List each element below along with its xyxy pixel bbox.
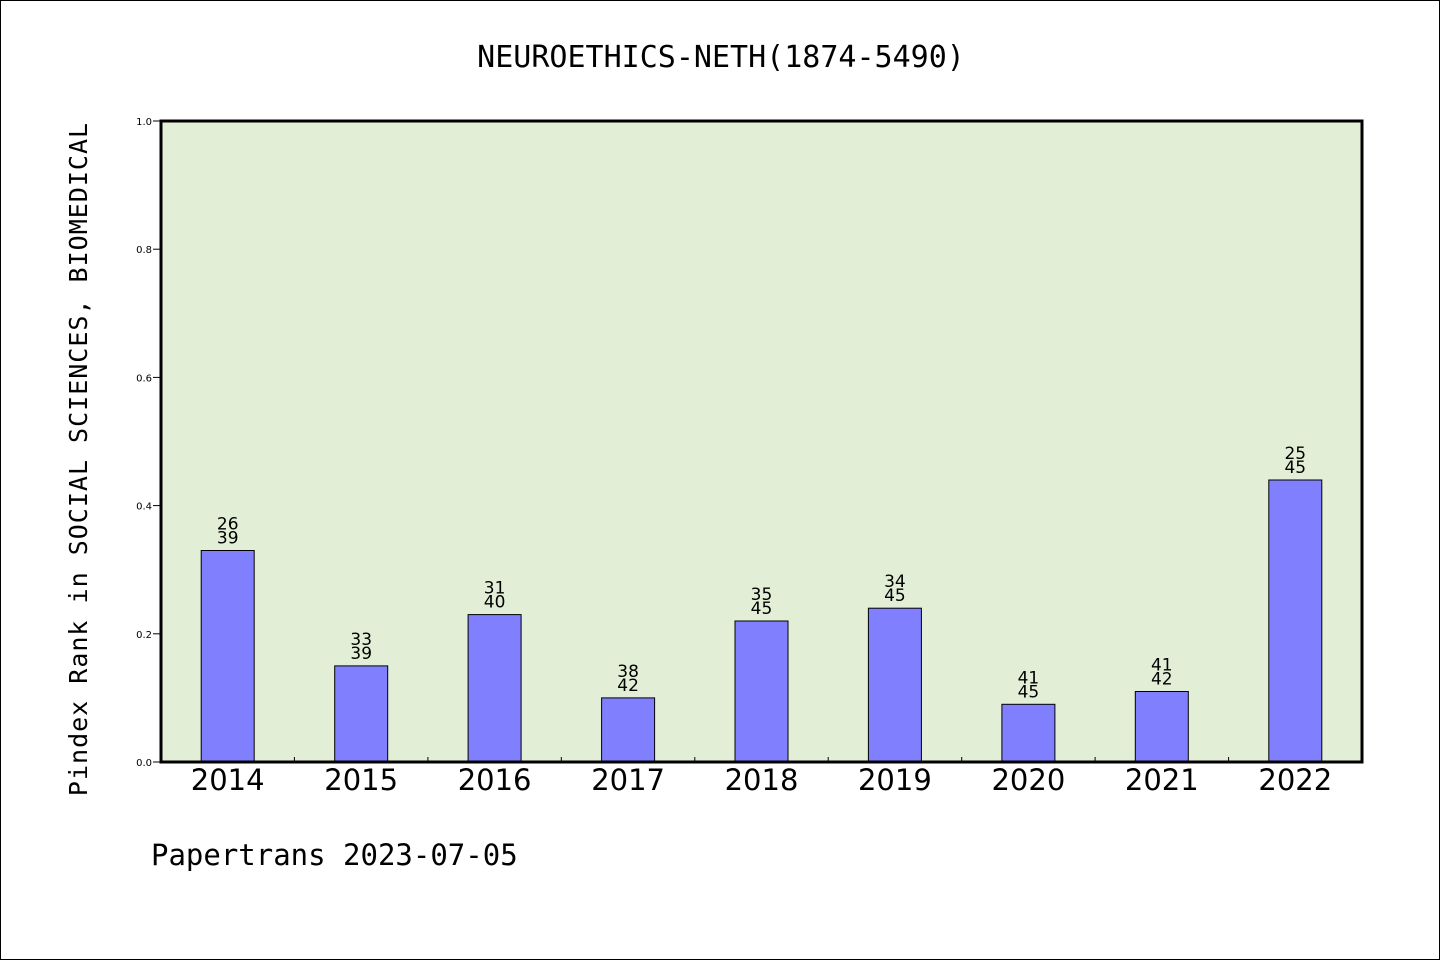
bar-2019 (867, 607, 922, 763)
x-tick-label-2022: 2022 (1258, 763, 1332, 797)
bar-rank-label-2018: 35 (751, 585, 773, 605)
y-axis-label: Pindex Rank in SOCIAL SCIENCES, BIOMEDIC… (64, 122, 93, 796)
bar-rank-label-2016: 31 (484, 579, 506, 599)
bar-2016 (467, 614, 522, 763)
x-tick-label-2018: 2018 (725, 763, 799, 797)
y-tick-label: 0.6 (136, 373, 152, 384)
y-tick-label: 0.2 (136, 630, 152, 641)
bar-rank-label-2019: 34 (884, 572, 906, 592)
x-tick-label-2016: 2016 (458, 763, 532, 797)
bar-2014 (200, 550, 255, 763)
bar-2021 (1134, 691, 1189, 763)
bar-rank-label-2015: 33 (350, 630, 372, 650)
y-axis-ticks: 0.0 0.2 0.4 0.6 0.8 1.0 (136, 117, 161, 769)
bar-rank-label-2021: 41 (1151, 656, 1173, 676)
bar-rank-label-2022: 25 (1284, 444, 1306, 464)
y-tick-label: 0.0 (136, 758, 152, 769)
bar-total-label-2015: 39 (350, 644, 372, 664)
y-tick-label: 1.0 (136, 117, 152, 128)
bar-2020 (1001, 703, 1056, 763)
y-tick-label: 0.4 (136, 502, 152, 513)
bar-total-label-2019: 45 (884, 586, 906, 606)
x-tick-label-2021: 2021 (1125, 763, 1199, 797)
bar-total-label-2022: 45 (1284, 458, 1306, 478)
bar-total-label-2018: 45 (751, 599, 773, 619)
x-tick-label-2014: 2014 (191, 763, 265, 797)
x-tick-label-2019: 2019 (858, 763, 932, 797)
x-tick-label-2015: 2015 (324, 763, 398, 797)
chart-title: NEUROETHICS-NETH(1874-5490) (477, 40, 965, 75)
bar-2017 (601, 697, 656, 763)
bar-total-label-2020: 45 (1018, 682, 1040, 702)
y-tick-label: 0.8 (136, 245, 152, 256)
footer-text: Papertrans 2023-07-05 (151, 838, 518, 872)
bar-total-label-2014: 39 (217, 529, 239, 549)
bars-layer (200, 479, 1323, 763)
bar-rank-label-2014: 26 (217, 515, 239, 535)
bar-2022 (1268, 479, 1323, 763)
bar-rank-label-2020: 41 (1018, 668, 1040, 688)
bar-2015 (334, 665, 389, 763)
bar-total-label-2017: 42 (617, 676, 639, 696)
x-axis-ticks: 2014 2015 2016 2017 2018 2019 2020 2021 2022 (191, 757, 1332, 797)
x-tick-label-2017: 2017 (591, 763, 665, 797)
bar-2018 (734, 620, 789, 763)
x-tick-label-2020: 2020 (991, 763, 1065, 797)
bar-total-label-2016: 40 (484, 593, 506, 613)
plot-border (159, 119, 1364, 764)
bar-rank-label-2017: 38 (617, 662, 639, 682)
bar-total-label-2021: 42 (1151, 670, 1173, 690)
